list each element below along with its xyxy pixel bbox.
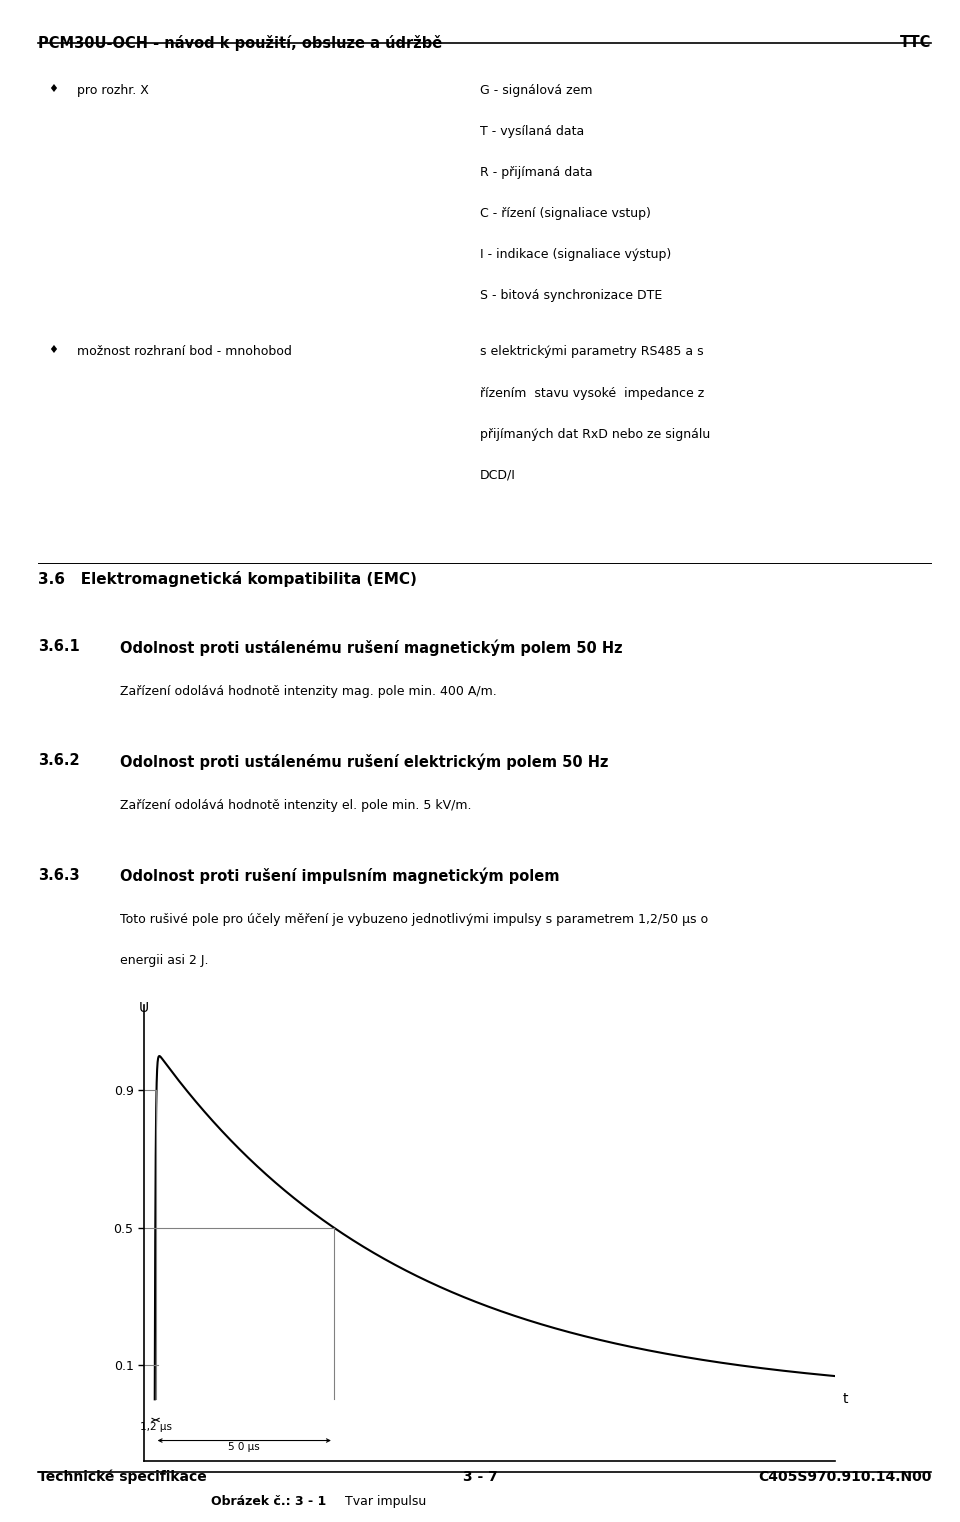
Text: 1,2 µs: 1,2 µs (139, 1422, 172, 1432)
Text: DCD/I: DCD/I (480, 469, 516, 482)
Text: energii asi 2 J.: energii asi 2 J. (120, 954, 208, 968)
Text: T - vysílaná data: T - vysílaná data (480, 125, 585, 139)
Text: 3 - 7: 3 - 7 (463, 1470, 497, 1484)
Text: Tvar impulsu: Tvar impulsu (341, 1495, 426, 1508)
Text: R - přijímaná data: R - přijímaná data (480, 166, 592, 180)
Text: Odolnost proti rušení impulsním magnetickým polem: Odolnost proti rušení impulsním magnetic… (120, 868, 560, 884)
Text: S - bitová synchronizace DTE: S - bitová synchronizace DTE (480, 289, 662, 303)
Text: PCM30U-OCH - návod k použití, obsluze a údržbě: PCM30U-OCH - návod k použití, obsluze a … (38, 35, 443, 52)
Text: t: t (842, 1393, 848, 1406)
Text: I - indikace (signaliace výstup): I - indikace (signaliace výstup) (480, 248, 671, 262)
Text: C405S970.910.14.N00: C405S970.910.14.N00 (757, 1470, 931, 1484)
Text: Toto rušivé pole pro účely měření je vybuzeno jednotlivými impulsy s parametrem : Toto rušivé pole pro účely měření je vyb… (120, 913, 708, 927)
Text: Technické specifikace: Technické specifikace (38, 1469, 207, 1484)
Text: s elektrickými parametry RS485 a s: s elektrickými parametry RS485 a s (480, 345, 704, 359)
Text: G - signálová zem: G - signálová zem (480, 84, 592, 97)
Text: Odolnost proti ustálenému rušení magnetickým polem 50 Hz: Odolnost proti ustálenému rušení magneti… (120, 639, 623, 656)
Text: ♦: ♦ (48, 345, 58, 356)
Text: 3.6.1: 3.6.1 (38, 639, 80, 654)
Text: Odolnost proti ustálenému rušení elektrickým polem 50 Hz: Odolnost proti ustálenému rušení elektri… (120, 753, 609, 770)
Text: ♦: ♦ (48, 84, 58, 94)
Text: 3.6   Elektromagnetická kompatibilita (EMC): 3.6 Elektromagnetická kompatibilita (EMC… (38, 571, 418, 587)
Text: TTC: TTC (900, 35, 931, 50)
Text: C - řízení (signaliace vstup): C - řízení (signaliace vstup) (480, 207, 651, 221)
Text: Zařízení odolává hodnotě intenzity mag. pole min. 400 A/m.: Zařízení odolává hodnotě intenzity mag. … (120, 685, 496, 699)
Text: přijímaných dat RxD nebo ze signálu: přijímaných dat RxD nebo ze signálu (480, 428, 710, 441)
Text: možnost rozhraní bod - mnohobod: možnost rozhraní bod - mnohobod (77, 345, 292, 359)
Text: Zařízení odolává hodnotě intenzity el. pole min. 5 kV/m.: Zařízení odolává hodnotě intenzity el. p… (120, 799, 471, 813)
Text: pro rozhr. X: pro rozhr. X (77, 84, 149, 97)
Text: 5 0 µs: 5 0 µs (228, 1443, 260, 1452)
Text: 3.6.3: 3.6.3 (38, 868, 80, 883)
Text: řízením  stavu vysoké  impedance z: řízením stavu vysoké impedance z (480, 387, 705, 400)
Text: U: U (139, 1001, 149, 1015)
Text: 3.6.2: 3.6.2 (38, 753, 80, 769)
Text: Obrázek č.: 3 - 1: Obrázek č.: 3 - 1 (211, 1495, 326, 1508)
